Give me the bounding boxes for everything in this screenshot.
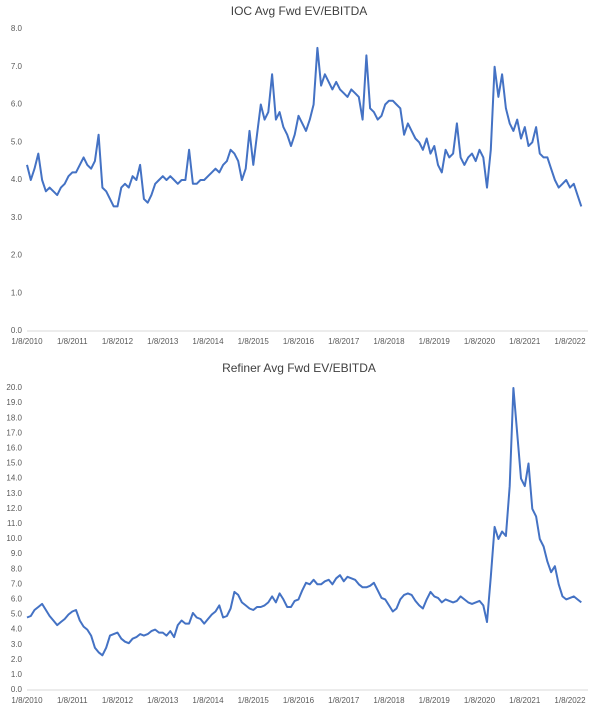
- x-tick-label: 1/8/2018: [373, 696, 405, 705]
- y-tick-label: 18.0: [6, 413, 22, 422]
- y-tick-label: 16.0: [6, 444, 22, 453]
- y-tick-label: 5.0: [11, 137, 23, 146]
- y-tick-label: 15.0: [6, 459, 22, 468]
- y-tick-label: 8.0: [11, 564, 23, 573]
- chart-title: IOC Avg Fwd EV/EBITDA: [231, 4, 368, 18]
- x-tick-label: 1/8/2012: [102, 337, 134, 346]
- x-tick-label: 1/8/2018: [373, 337, 405, 346]
- x-tick-label: 1/8/2017: [328, 696, 360, 705]
- x-tick-label: 1/8/2016: [283, 337, 315, 346]
- x-tick-label: 1/8/2013: [147, 337, 179, 346]
- x-tick-label: 1/8/2015: [238, 696, 270, 705]
- x-tick-label: 1/8/2020: [464, 337, 496, 346]
- x-tick-label: 1/8/2011: [57, 337, 88, 346]
- y-tick-label: 7.0: [11, 579, 23, 588]
- x-tick-label: 1/8/2015: [238, 337, 270, 346]
- y-tick-label: 2.0: [11, 655, 23, 664]
- x-tick-label: 1/8/2011: [57, 696, 88, 705]
- y-tick-label: 3.0: [11, 640, 23, 649]
- x-tick-label: 1/8/2019: [419, 337, 451, 346]
- x-tick-label: 1/8/2020: [464, 696, 496, 705]
- y-tick-label: 0.0: [11, 326, 23, 335]
- x-tick-label: 1/8/2012: [102, 696, 134, 705]
- y-tick-label: 5.0: [11, 610, 23, 619]
- y-tick-label: 6.0: [11, 100, 23, 109]
- y-tick-label: 20.0: [6, 383, 22, 392]
- x-tick-label: 1/8/2014: [192, 337, 224, 346]
- chart-title: Refiner Avg Fwd EV/EBITDA: [222, 361, 376, 375]
- data-line: [26, 46, 583, 208]
- x-tick-label: 1/8/2010: [11, 337, 43, 346]
- y-tick-label: 4.0: [11, 625, 23, 634]
- x-tick-label: 1/8/2014: [192, 696, 224, 705]
- y-tick-label: 10.0: [6, 534, 22, 543]
- y-tick-label: 1.0: [11, 288, 23, 297]
- y-tick-label: 8.0: [11, 24, 23, 33]
- y-tick-label: 7.0: [11, 62, 23, 71]
- x-tick-label: 1/8/2019: [419, 696, 451, 705]
- x-tick-label: 1/8/2021: [509, 696, 541, 705]
- x-tick-label: 1/8/2016: [283, 696, 315, 705]
- x-tick-label: 1/8/2022: [554, 337, 586, 346]
- data-line: [26, 387, 582, 657]
- y-tick-label: 12.0: [6, 504, 22, 513]
- x-tick-label: 1/8/2022: [554, 696, 586, 705]
- y-tick-label: 2.0: [11, 251, 23, 260]
- y-tick-label: 0.0: [11, 685, 23, 694]
- y-tick-label: 1.0: [11, 670, 23, 679]
- x-tick-label: 1/8/2021: [509, 337, 541, 346]
- y-tick-label: 17.0: [6, 428, 22, 437]
- y-tick-label: 4.0: [11, 175, 23, 184]
- y-tick-label: 6.0: [11, 595, 23, 604]
- x-tick-label: 1/8/2017: [328, 337, 360, 346]
- x-tick-label: 1/8/2010: [11, 696, 43, 705]
- x-tick-label: 1/8/2013: [147, 696, 179, 705]
- y-tick-label: 13.0: [6, 489, 22, 498]
- y-tick-label: 3.0: [11, 213, 23, 222]
- y-tick-label: 11.0: [7, 519, 23, 528]
- y-tick-label: 14.0: [6, 474, 22, 483]
- y-tick-label: 9.0: [11, 549, 23, 558]
- y-tick-label: 19.0: [6, 398, 22, 407]
